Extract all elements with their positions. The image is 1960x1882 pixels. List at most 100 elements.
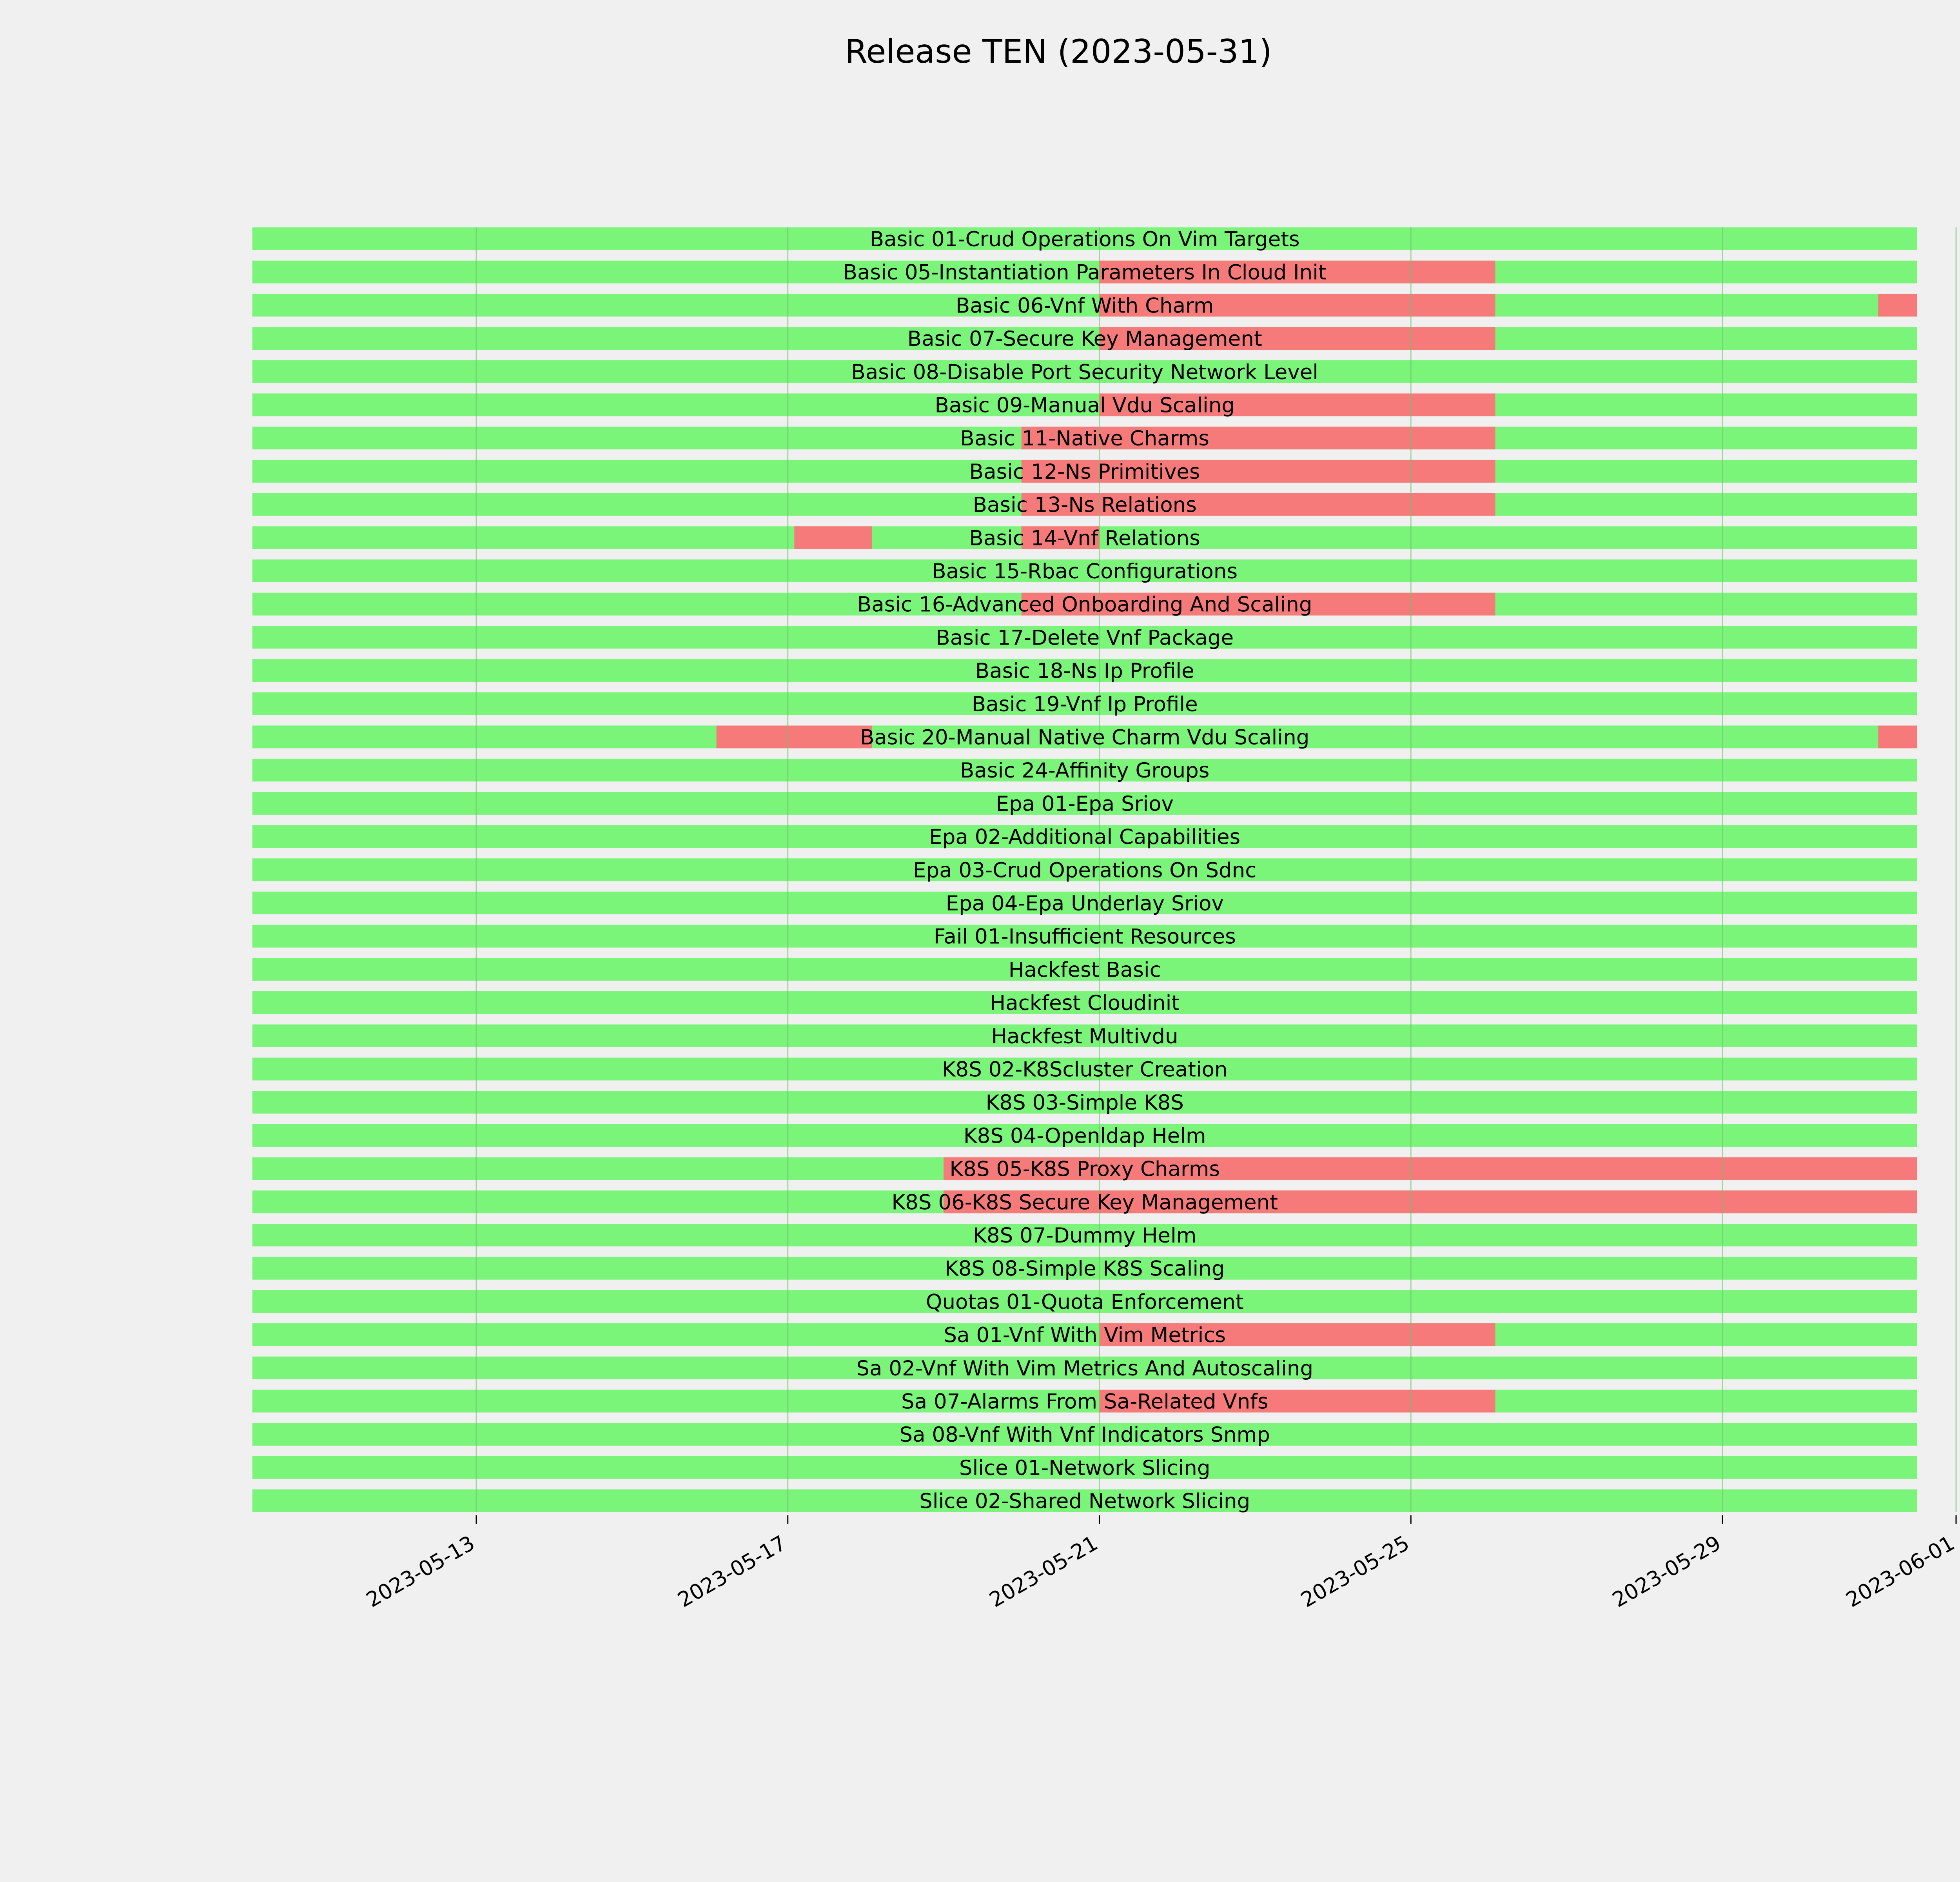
bar-fail	[944, 1190, 1917, 1213]
bar-pass	[252, 294, 1917, 317]
bar-fail	[1878, 294, 1917, 317]
bar-label: Basic 13-Ns Relations	[973, 493, 1197, 517]
bar-fail	[1021, 493, 1495, 516]
bar-pass	[252, 725, 1917, 748]
bar-pass	[252, 1091, 1917, 1114]
x-tick-label: 2023-05-21	[985, 1531, 1102, 1612]
bar-pass	[252, 991, 1917, 1014]
bar-pass	[252, 759, 1917, 782]
bar-label: K8S 02-K8Scluster Creation	[942, 1058, 1228, 1082]
bar-pass	[252, 227, 1917, 250]
bar-pass	[252, 1290, 1917, 1313]
bar-label: Quotas 01-Quota Enforcement	[926, 1290, 1244, 1314]
bar-pass	[252, 1257, 1917, 1280]
bar-fail	[1099, 1323, 1495, 1346]
bar-label: Basic 08-Disable Port Security Network L…	[851, 360, 1318, 384]
x-tick-label: 2023-05-17	[674, 1531, 790, 1612]
bar-label: Basic 01-Crud Operations On Vim Targets	[870, 227, 1300, 251]
bar-pass	[252, 692, 1917, 715]
bar-pass	[252, 1390, 1917, 1413]
bar-pass	[252, 1124, 1917, 1147]
bar-fail	[1099, 327, 1495, 350]
bar-fail	[794, 526, 872, 549]
grid-layer	[475, 227, 1957, 1512]
bar-fail	[1021, 526, 1100, 549]
bar-pass	[252, 1057, 1917, 1081]
bar-label: Slice 02-Shared Network Slicing	[919, 1490, 1250, 1513]
bar-pass	[252, 1224, 1917, 1246]
x-tick-label: 2023-05-13	[362, 1531, 479, 1612]
bar-label: Sa 07-Alarms From Sa-Related Vnfs	[901, 1390, 1268, 1414]
bar-label: K8S 04-Openldap Helm	[964, 1124, 1206, 1148]
bar-label: Basic 06-Vnf With Charm	[956, 294, 1214, 318]
x-axis: 2023-05-13 2023-05-17 2023-05-21 2023-05-25…	[362, 1515, 1959, 1612]
bar-pass	[252, 1456, 1917, 1479]
bar-label: Hackfest Multivdu	[991, 1025, 1178, 1048]
bar-label: Basic 15-Rbac Configurations	[932, 560, 1238, 583]
bar-pass	[252, 626, 1917, 649]
bar-label: K8S 08-Simple K8S Scaling	[945, 1257, 1225, 1281]
bar-pass	[252, 327, 1917, 350]
bar-label: K8S 06-K8S Secure Key Management	[891, 1190, 1278, 1214]
bar-pass	[252, 1323, 1917, 1346]
bar-label: Basic 05-Instantiation Parameters In Clo…	[843, 261, 1327, 285]
bar-pass	[252, 1423, 1917, 1446]
bar-label: Basic 17-Delete Vnf Package	[936, 626, 1234, 650]
bar-pass	[252, 925, 1917, 948]
bar-fail	[1099, 1390, 1495, 1413]
bar-fail	[944, 1157, 1917, 1180]
bar-label: Hackfest Cloudinit	[990, 991, 1180, 1015]
bar-fail	[1099, 294, 1495, 317]
bars-layer	[252, 227, 1917, 1512]
bar-label: Epa 01-Epa Sriov	[996, 792, 1174, 816]
bar-fail	[1099, 393, 1495, 416]
bar-fail	[1878, 725, 1917, 748]
bar-label: Basic 11-Native Charms	[960, 427, 1209, 451]
bar-label: K8S 07-Dummy Helm	[973, 1224, 1196, 1248]
bar-pass	[252, 560, 1917, 582]
bar-label: Sa 02-Vnf With Vim Metrics And Autoscali…	[856, 1357, 1313, 1381]
labels-layer: Basic 01-Crud Operations On Vim Targets B…	[843, 227, 1327, 1513]
bar-pass	[252, 360, 1917, 383]
bar-label: Basic 18-Ns Ip Profile	[975, 659, 1194, 683]
bar-label: K8S 03-Simple K8S	[985, 1091, 1183, 1115]
bar-pass	[252, 792, 1917, 815]
bar-pass	[252, 958, 1917, 981]
bar-fail	[1021, 460, 1495, 483]
bar-pass	[252, 892, 1917, 914]
bar-label: Sa 01-Vnf With Vim Metrics	[944, 1323, 1226, 1347]
bar-fail	[1021, 592, 1495, 616]
x-tick-label: 2023-06-01	[1842, 1531, 1958, 1612]
bar-fail	[1099, 260, 1495, 283]
x-tick-label: 2023-05-25	[1297, 1531, 1413, 1612]
bar-label: Basic 24-Affinity Groups	[960, 759, 1209, 783]
bar-label: K8S 05-K8S Proxy Charms	[949, 1157, 1220, 1181]
bar-label: Basic 16-Advanced Onboarding And Scaling	[857, 593, 1312, 617]
bar-fail	[716, 725, 872, 748]
bar-pass	[252, 858, 1917, 881]
bar-pass	[252, 260, 1917, 283]
bar-label: Fail 01-Insufficient Resources	[934, 925, 1236, 949]
bar-label: Epa 02-Additional Capabilities	[929, 825, 1240, 849]
bar-pass	[252, 1356, 1917, 1379]
x-tick-label: 2023-05-29	[1608, 1531, 1725, 1612]
bar-pass	[252, 825, 1917, 848]
bar-pass	[252, 659, 1917, 682]
bar-pass	[252, 393, 1917, 416]
bar-label: Hackfest Basic	[1009, 958, 1161, 982]
bar-label: Sa 08-Vnf With Vnf Indicators Snmp	[899, 1423, 1270, 1447]
bar-label: Slice 01-Network Slicing	[959, 1456, 1210, 1480]
bar-label: Basic 07-Secure Key Management	[907, 327, 1262, 351]
chart-title: Release TEN (2023-05-31)	[845, 33, 1272, 71]
bar-label: Basic 20-Manual Native Charm Vdu Scaling	[860, 726, 1309, 750]
bar-label: Epa 04-Epa Underlay Sriov	[946, 892, 1224, 916]
bar-label: Basic 12-Ns Primitives	[969, 460, 1200, 484]
bar-label: Epa 03-Crud Operations On Sdnc	[913, 858, 1256, 882]
bar-label: Basic 09-Manual Vdu Scaling	[935, 394, 1234, 418]
bar-label: Basic 14-Vnf Relations	[969, 526, 1200, 550]
bar-pass	[252, 1024, 1917, 1047]
bar-fail	[1021, 427, 1495, 450]
bar-pass	[252, 1489, 1917, 1512]
bar-label: Basic 19-Vnf Ip Profile	[972, 692, 1198, 716]
